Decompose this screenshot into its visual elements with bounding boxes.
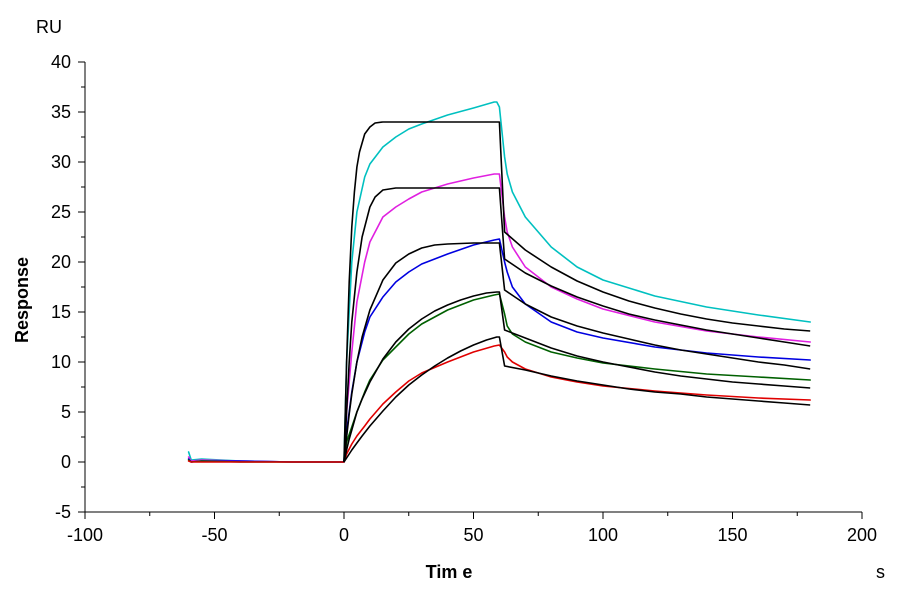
fit-curve-5	[343, 336, 811, 463]
y-tick-label: -5	[55, 502, 71, 522]
y-tick-label: 10	[51, 352, 71, 372]
fit-curve-4	[343, 291, 811, 463]
y-tick-label: 5	[61, 402, 71, 422]
x-axis-ticks: -100 -50 0 50 100 150 200	[67, 512, 877, 545]
x-tick-label: 0	[339, 525, 349, 545]
y-tick-label: 30	[51, 152, 71, 172]
x-tick-label: -50	[201, 525, 227, 545]
y-tick-label: 20	[51, 252, 71, 272]
fit-curve-3	[343, 242, 811, 463]
fit-curve-2	[343, 187, 811, 463]
y-unit-label: RU	[36, 17, 62, 37]
x-tick-label: -100	[67, 525, 103, 545]
response-curve-5	[187, 344, 812, 463]
x-tick-label: 200	[847, 525, 877, 545]
fit-curves	[343, 121, 811, 463]
y-tick-label: 35	[51, 102, 71, 122]
x-tick-label: 50	[463, 525, 483, 545]
y-tick-label: 25	[51, 202, 71, 222]
y-tick-label: 40	[51, 52, 71, 72]
x-tick-label: 150	[717, 525, 747, 545]
x-unit-label: s	[876, 562, 885, 582]
x-tick-label: 100	[588, 525, 618, 545]
x-axis-title: Tim e	[426, 562, 473, 582]
y-tick-label: 0	[61, 452, 71, 472]
y-tick-label: 15	[51, 302, 71, 322]
fit-curve-1	[343, 121, 811, 463]
y-axis-ticks: -5 0 5 10 15 20 25 30 35 40	[51, 52, 85, 522]
y-axis-title: Response	[12, 257, 32, 343]
